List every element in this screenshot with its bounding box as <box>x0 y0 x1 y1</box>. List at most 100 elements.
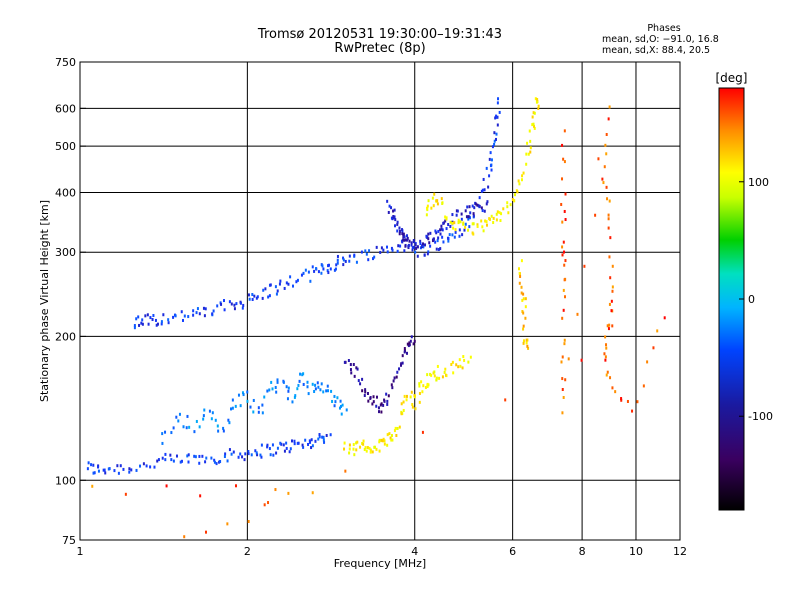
data-point <box>451 221 454 225</box>
data-point <box>467 215 470 219</box>
data-point <box>318 433 321 437</box>
data-point <box>309 440 312 444</box>
data-point <box>389 436 392 440</box>
data-point <box>636 400 639 404</box>
data-point <box>161 441 164 445</box>
data-point <box>343 360 346 364</box>
data-point <box>620 397 623 401</box>
x-tick-label: 4 <box>411 545 418 558</box>
data-point <box>160 320 163 324</box>
y-tick-label: 100 <box>55 474 76 487</box>
data-point <box>478 196 481 200</box>
data-point <box>421 430 424 434</box>
data-point <box>607 213 610 217</box>
data-point <box>261 403 264 407</box>
data-point <box>498 211 501 215</box>
colorbar-tick-label: -100 <box>748 410 773 423</box>
data-point <box>291 284 294 288</box>
data-point <box>393 208 396 212</box>
data-point <box>392 215 395 219</box>
data-point <box>356 440 359 444</box>
data-point <box>561 245 564 249</box>
data-point <box>390 206 393 210</box>
data-point <box>375 404 378 408</box>
data-point <box>124 492 127 496</box>
data-point <box>172 459 175 463</box>
data-point <box>476 203 479 207</box>
data-point <box>498 110 501 114</box>
data-point <box>480 189 483 193</box>
data-point <box>271 387 274 391</box>
data-point <box>415 246 418 250</box>
data-point <box>506 201 509 205</box>
data-point <box>456 209 459 213</box>
data-point <box>390 383 393 387</box>
data-point <box>107 467 110 471</box>
data-point <box>268 294 271 298</box>
data-point <box>242 393 245 397</box>
data-point <box>405 351 408 355</box>
data-point <box>161 432 164 436</box>
data-point <box>409 395 412 399</box>
data-point <box>422 384 425 388</box>
data-point <box>468 205 471 209</box>
data-point <box>494 116 497 120</box>
data-point <box>271 443 274 447</box>
data-point <box>204 460 207 464</box>
data-point <box>369 448 372 452</box>
data-point <box>472 214 475 218</box>
data-point <box>285 281 288 285</box>
data-point <box>561 143 564 147</box>
data-point <box>86 467 89 471</box>
data-point <box>369 396 372 400</box>
data-point <box>467 217 470 221</box>
data-point <box>239 452 242 456</box>
data-point <box>289 275 292 279</box>
data-point <box>187 315 190 319</box>
data-point <box>334 267 337 271</box>
data-point <box>180 310 183 314</box>
data-point <box>413 394 416 398</box>
data-point <box>192 313 195 317</box>
data-point <box>326 384 329 388</box>
data-point <box>477 204 480 208</box>
data-point <box>410 335 413 339</box>
data-point <box>146 313 149 317</box>
data-point <box>247 520 250 524</box>
data-point <box>157 458 160 462</box>
data-point <box>90 463 93 467</box>
data-point <box>396 229 399 233</box>
data-point <box>172 426 175 430</box>
data-point <box>322 390 325 394</box>
data-point <box>476 224 479 228</box>
data-point <box>375 395 378 399</box>
data-point <box>453 235 456 239</box>
data-point <box>460 217 463 221</box>
data-point <box>529 150 532 154</box>
data-point <box>410 243 413 247</box>
data-point <box>604 358 607 362</box>
data-point <box>447 223 450 227</box>
data-point <box>349 363 352 367</box>
data-point <box>178 412 181 416</box>
data-point <box>301 373 304 377</box>
data-point <box>287 389 290 393</box>
data-point <box>254 449 257 453</box>
data-point <box>431 239 434 243</box>
data-point <box>440 227 443 231</box>
data-point <box>300 273 303 277</box>
data-point <box>391 248 394 252</box>
data-point <box>396 222 399 226</box>
data-point <box>253 294 256 298</box>
data-point <box>216 304 219 308</box>
data-point <box>442 221 445 225</box>
data-point <box>204 530 207 534</box>
data-point <box>289 447 292 451</box>
data-point <box>117 471 120 475</box>
y-tick-label: 200 <box>55 330 76 343</box>
data-point <box>223 299 226 303</box>
data-point <box>405 398 408 402</box>
data-point <box>606 197 609 201</box>
data-point <box>400 239 403 243</box>
